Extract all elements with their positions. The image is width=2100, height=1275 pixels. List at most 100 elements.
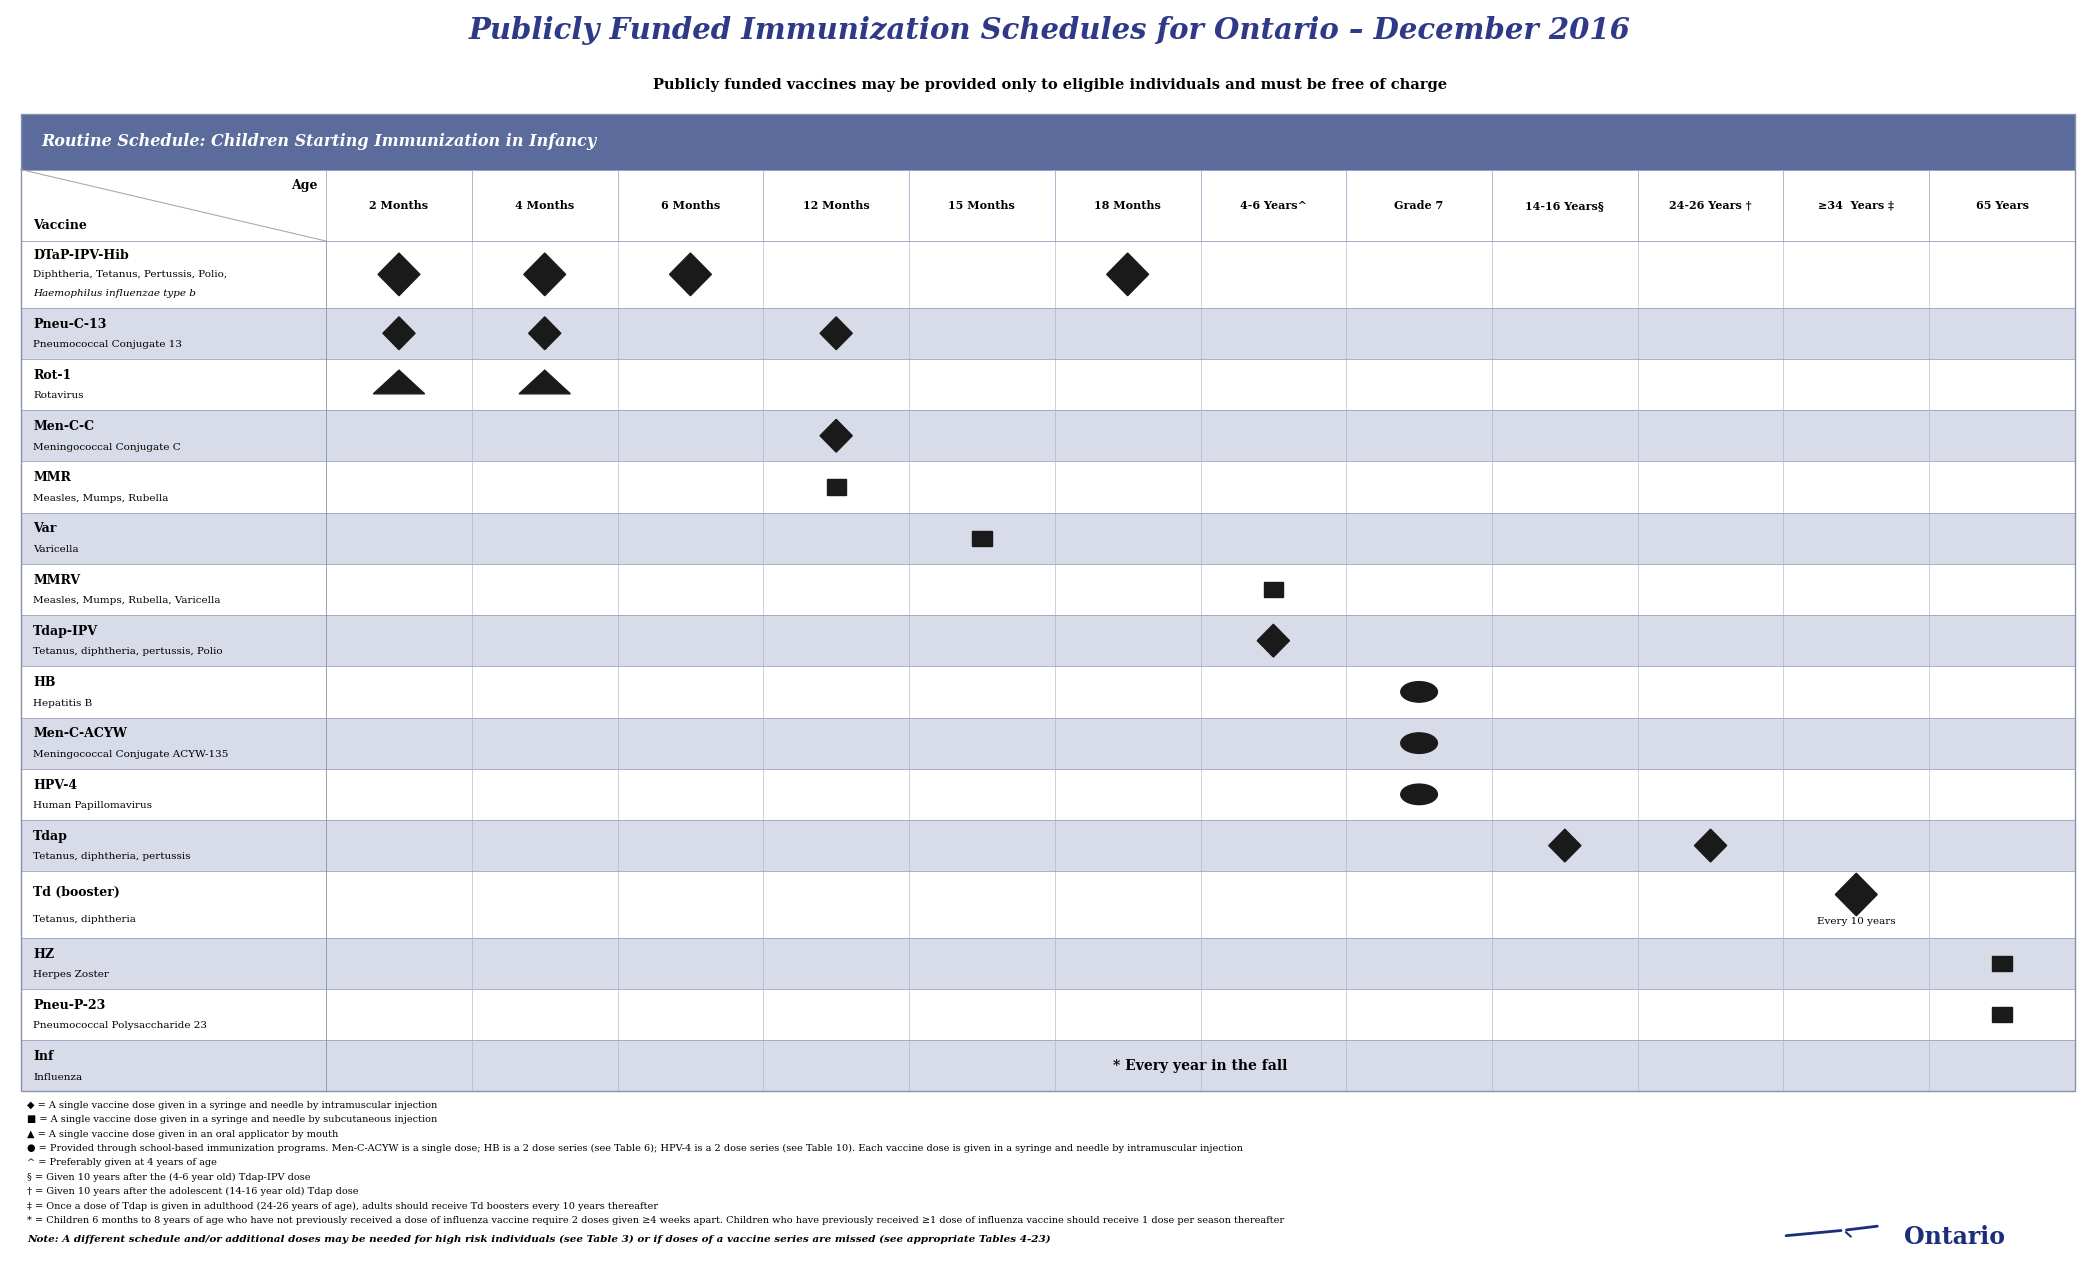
Bar — [21, 615, 2075, 667]
Text: Haemophilus influenzae type b: Haemophilus influenzae type b — [34, 288, 195, 297]
Text: HZ: HZ — [34, 947, 55, 960]
Text: Pneumococcal Conjugate 13: Pneumococcal Conjugate 13 — [34, 340, 183, 349]
Text: Var: Var — [34, 523, 57, 536]
Bar — [972, 530, 991, 546]
Polygon shape — [1695, 829, 1726, 862]
Text: Age: Age — [292, 179, 317, 191]
Text: DTaP-IPV-Hib: DTaP-IPV-Hib — [34, 249, 128, 263]
Text: ▲ = A single vaccine dose given in an oral applicator by mouth: ▲ = A single vaccine dose given in an or… — [27, 1130, 338, 1139]
Text: Influenza: Influenza — [34, 1072, 82, 1081]
Text: Tdap: Tdap — [34, 830, 67, 843]
Text: ■ = A single vaccine dose given in a syringe and needle by subcutaneous injectio: ■ = A single vaccine dose given in a syr… — [27, 1116, 437, 1125]
Text: ^ = Preferably given at 4 years of age: ^ = Preferably given at 4 years of age — [27, 1159, 216, 1168]
Text: Grade 7: Grade 7 — [1394, 200, 1443, 210]
Bar — [21, 871, 2075, 938]
Text: 65 Years: 65 Years — [1976, 200, 2029, 210]
Text: Varicella: Varicella — [34, 544, 80, 553]
Polygon shape — [1107, 252, 1149, 296]
Text: Ontario: Ontario — [1905, 1225, 2006, 1250]
Text: 4-6 Years^: 4-6 Years^ — [1239, 200, 1306, 210]
Text: 4 Months: 4 Months — [514, 200, 573, 210]
Text: Rotavirus: Rotavirus — [34, 391, 84, 400]
Text: Meningococcal Conjugate ACYW-135: Meningococcal Conjugate ACYW-135 — [34, 750, 229, 759]
Bar — [21, 718, 2075, 769]
Text: Rot-1: Rot-1 — [34, 368, 71, 381]
Text: * = Children 6 months to 8 years of age who have not previously received a dose : * = Children 6 months to 8 years of age … — [27, 1216, 1285, 1225]
Bar — [1993, 1007, 2012, 1023]
Text: MMR: MMR — [34, 472, 71, 484]
Text: 15 Months: 15 Months — [949, 200, 1014, 210]
Text: † = Given 10 years after the adolescent (14-16 year old) Tdap dose: † = Given 10 years after the adolescent … — [27, 1187, 359, 1196]
Bar — [21, 241, 2075, 307]
Text: Every 10 years: Every 10 years — [1816, 917, 1896, 926]
Text: * Every year in the fall: * Every year in the fall — [1113, 1058, 1287, 1072]
Circle shape — [1401, 682, 1436, 703]
Text: Tdap-IPV: Tdap-IPV — [34, 625, 99, 638]
Text: Inf: Inf — [34, 1051, 55, 1063]
Text: 14-16 Years§: 14-16 Years§ — [1525, 200, 1604, 210]
Bar — [1993, 956, 2012, 972]
Bar — [21, 411, 2075, 462]
Polygon shape — [1835, 873, 1877, 915]
Bar — [21, 769, 2075, 820]
Bar — [1264, 581, 1283, 597]
Text: Note: A different schedule and/or additional doses may be needed for high risk i: Note: A different schedule and/or additi… — [27, 1235, 1050, 1244]
Text: MMRV: MMRV — [34, 574, 80, 586]
Polygon shape — [523, 252, 565, 296]
Text: Meningococcal Conjugate C: Meningococcal Conjugate C — [34, 442, 181, 451]
Text: Pneumococcal Polysaccharide 23: Pneumococcal Polysaccharide 23 — [34, 1021, 208, 1030]
Polygon shape — [519, 370, 571, 394]
Bar — [21, 938, 2075, 989]
Text: HPV-4: HPV-4 — [34, 779, 78, 792]
Polygon shape — [382, 317, 416, 349]
Text: HB: HB — [34, 676, 57, 690]
Text: 12 Months: 12 Months — [802, 200, 869, 210]
Text: Tetanus, diphtheria: Tetanus, diphtheria — [34, 914, 136, 923]
Text: 2 Months: 2 Months — [370, 200, 428, 210]
Text: ‡ = Once a dose of Tdap is given in adulthood (24-26 years of age), adults shoul: ‡ = Once a dose of Tdap is given in adul… — [27, 1201, 657, 1211]
Bar — [827, 479, 846, 495]
Text: Tetanus, diphtheria, pertussis: Tetanus, diphtheria, pertussis — [34, 853, 191, 862]
Bar — [21, 1040, 2075, 1091]
Bar — [21, 462, 2075, 513]
Polygon shape — [821, 419, 853, 453]
Polygon shape — [374, 370, 424, 394]
Polygon shape — [1258, 625, 1289, 657]
Text: Publicly funded vaccines may be provided only to eligible individuals and must b: Publicly funded vaccines may be provided… — [653, 78, 1447, 92]
Text: Human Papillomavirus: Human Papillomavirus — [34, 801, 153, 810]
Bar — [21, 115, 2075, 1091]
Text: Td (booster): Td (booster) — [34, 886, 120, 899]
Bar — [21, 307, 2075, 358]
Text: ◆ = A single vaccine dose given in a syringe and needle by intramuscular injecti: ◆ = A single vaccine dose given in a syr… — [27, 1100, 437, 1109]
Bar — [21, 170, 2075, 241]
Text: Vaccine: Vaccine — [34, 219, 88, 232]
Text: ● = Provided through school-based immunization programs. Men-C-ACYW is a single : ● = Provided through school-based immuni… — [27, 1144, 1243, 1153]
Text: 24-26 Years †: 24-26 Years † — [1670, 200, 1751, 210]
Polygon shape — [378, 252, 420, 296]
Polygon shape — [529, 317, 561, 349]
Text: Herpes Zoster: Herpes Zoster — [34, 970, 109, 979]
Bar — [21, 358, 2075, 411]
Text: Hepatitis B: Hepatitis B — [34, 699, 92, 708]
Text: Pneu-P-23: Pneu-P-23 — [34, 998, 105, 1012]
Polygon shape — [1548, 829, 1581, 862]
Bar — [21, 989, 2075, 1040]
Text: Tetanus, diphtheria, pertussis, Polio: Tetanus, diphtheria, pertussis, Polio — [34, 648, 223, 657]
Text: Measles, Mumps, Rubella: Measles, Mumps, Rubella — [34, 493, 168, 502]
Bar — [21, 820, 2075, 871]
Text: Routine Schedule: Children Starting Immunization in Infancy: Routine Schedule: Children Starting Immu… — [42, 134, 596, 150]
Bar — [21, 667, 2075, 718]
Text: § = Given 10 years after the (4-6 year old) Tdap-IPV dose: § = Given 10 years after the (4-6 year o… — [27, 1173, 311, 1182]
Text: Men-C-ACYW: Men-C-ACYW — [34, 728, 128, 741]
Bar — [21, 115, 2075, 170]
Polygon shape — [821, 317, 853, 349]
Text: ≥34  Years ‡: ≥34 Years ‡ — [1819, 200, 1894, 210]
Text: 6 Months: 6 Months — [662, 200, 720, 210]
Text: Measles, Mumps, Rubella, Varicella: Measles, Mumps, Rubella, Varicella — [34, 597, 220, 606]
Text: Men-C-C: Men-C-C — [34, 419, 94, 434]
Circle shape — [1401, 784, 1436, 805]
Bar — [21, 564, 2075, 615]
Text: 18 Months: 18 Months — [1094, 200, 1161, 210]
Text: Pneu-C-13: Pneu-C-13 — [34, 317, 107, 330]
Text: Publicly Funded Immunization Schedules for Ontario – December 2016: Publicly Funded Immunization Schedules f… — [468, 15, 1632, 45]
